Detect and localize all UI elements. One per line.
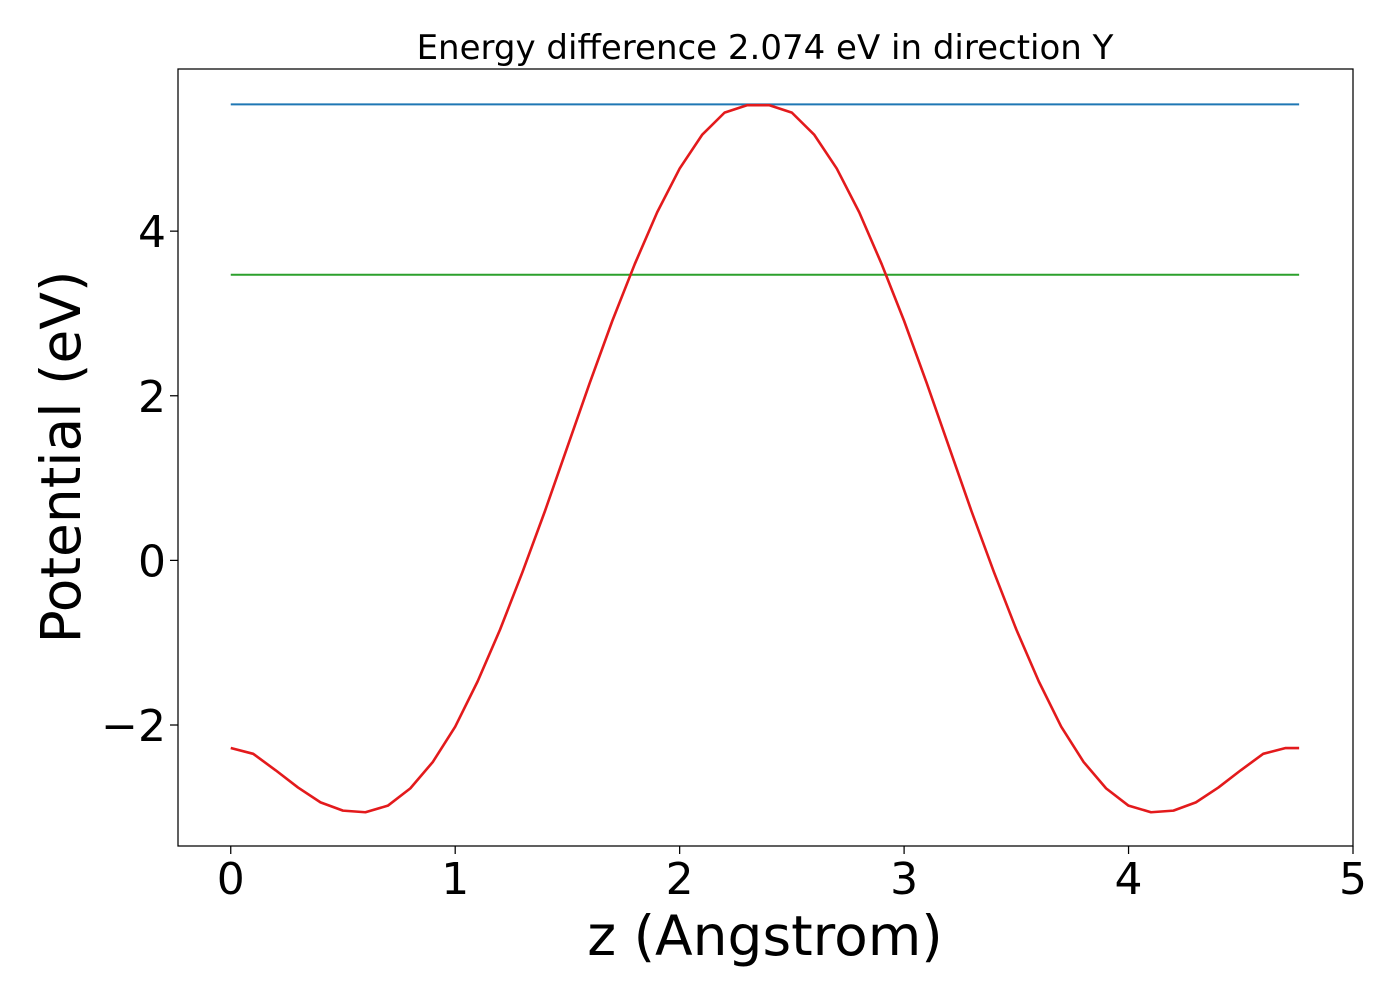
y-axis-ticks: −2 0 2 4 [101,207,178,752]
series-line-potential [230,103,1300,814]
x-axis-label: z (Angstrom) [587,904,943,968]
x-tick-label: 3 [890,854,918,905]
x-tick-label: 5 [1339,854,1367,905]
y-tick-label: −2 [101,701,166,752]
y-axis-label: Potential (eV) [29,271,93,644]
x-tick-label: 4 [1115,854,1143,905]
x-tick-label: 1 [441,854,469,905]
chart-title: Energy difference 2.074 eV in direction … [417,28,1114,68]
y-tick-label: 2 [138,372,166,423]
x-tick-label: 2 [666,854,694,905]
y-tick-label: 4 [138,207,166,258]
series-layer [230,103,1300,814]
x-axis-ticks: 0 1 2 3 4 5 [217,846,1367,905]
plot-frame [177,68,1354,847]
x-tick-label: 0 [217,854,245,905]
y-tick-label: 0 [138,536,166,587]
